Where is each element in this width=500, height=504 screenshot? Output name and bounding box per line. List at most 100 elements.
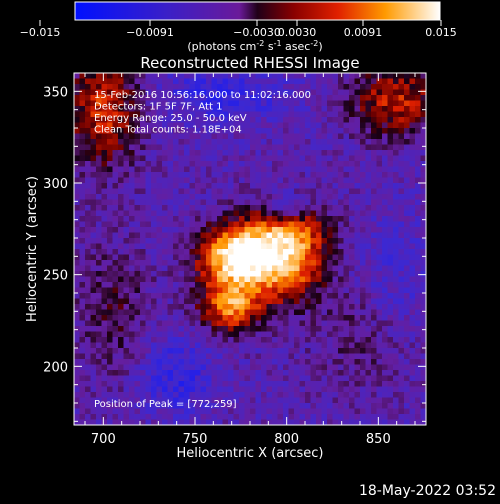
heatmap-cell [189, 133, 196, 140]
heatmap-cell [228, 144, 234, 151]
heatmap-cell [129, 287, 135, 294]
heatmap-cell [250, 359, 256, 365]
heatmap-cell [74, 375, 80, 382]
heatmap-cell [96, 95, 102, 101]
heatmap-cell [266, 282, 273, 288]
heatmap-cell [162, 254, 168, 261]
heatmap-cell [420, 293, 426, 299]
heatmap-cell [299, 254, 306, 261]
heatmap-cell [349, 348, 355, 354]
heatmap-cell [74, 155, 80, 162]
heatmap-cell [189, 370, 196, 376]
heatmap-cell [233, 392, 240, 398]
heatmap-cell [74, 139, 80, 145]
heatmap-cell [266, 408, 273, 415]
heatmap-cell [200, 144, 207, 151]
heatmap-cell [189, 276, 196, 283]
heatmap-cell [305, 326, 311, 332]
heatmap-cell [261, 298, 267, 305]
heatmap-cell [343, 150, 350, 156]
heatmap-cell [365, 232, 372, 239]
heatmap-cell [156, 139, 163, 145]
heatmap-cell [288, 348, 295, 354]
heatmap-cell [255, 304, 262, 310]
heatmap-cell [404, 265, 410, 272]
heatmap-cell [376, 210, 383, 217]
heatmap-cell [349, 326, 355, 332]
heatmap-cell [398, 403, 405, 409]
heatmap-cell [360, 183, 366, 189]
heatmap-cell [261, 161, 267, 167]
heatmap-cell [393, 304, 399, 310]
heatmap-cell [178, 243, 185, 250]
heatmap-cell [299, 172, 306, 178]
heatmap-cell [382, 287, 388, 294]
heatmap-cell [404, 320, 410, 327]
heatmap-cell [145, 353, 152, 360]
heatmap-cell [343, 111, 350, 118]
heatmap-cell [299, 392, 306, 398]
heatmap-cell [129, 260, 135, 266]
heatmap-cell [288, 298, 295, 305]
heatmap-cell [134, 122, 141, 129]
heatmap-cell [118, 210, 124, 217]
heatmap-cell [228, 210, 234, 217]
heatmap-cell [332, 188, 339, 195]
heatmap-cell [332, 194, 339, 200]
heatmap-cell [365, 348, 372, 354]
heatmap-cell [250, 78, 256, 85]
heatmap-cell [398, 166, 405, 173]
heatmap-cell [206, 353, 212, 360]
heatmap-cell [244, 100, 251, 107]
heatmap-cell [79, 117, 86, 123]
heatmap-cell [156, 177, 163, 184]
heatmap-cell [107, 216, 113, 222]
heatmap-cell [354, 304, 361, 310]
heatmap-cell [228, 100, 234, 107]
heatmap-cell [354, 111, 361, 118]
heatmap-cell [140, 309, 146, 316]
heatmap-cell [222, 89, 229, 96]
heatmap-cell [321, 348, 328, 354]
heatmap-cell [112, 150, 119, 156]
heatmap-cell [140, 78, 146, 85]
heatmap-cell [239, 183, 245, 189]
heatmap-cell [261, 419, 267, 425]
heatmap-cell [387, 249, 394, 255]
heatmap-cell [283, 320, 289, 327]
heatmap-cell [299, 122, 306, 129]
heatmap-cell [354, 414, 361, 420]
heatmap-cell [321, 122, 328, 129]
heatmap-cell [360, 282, 366, 288]
heatmap-cell [288, 183, 295, 189]
heatmap-cell [354, 188, 361, 195]
heatmap-cell [371, 95, 377, 101]
heatmap-cell [101, 331, 108, 338]
heatmap-cell [228, 73, 234, 79]
heatmap-cell [371, 221, 377, 228]
heatmap-cell [409, 232, 416, 239]
heatmap-cell [107, 282, 113, 288]
heatmap-cell [184, 95, 190, 101]
heatmap-cell [283, 298, 289, 305]
heatmap-cell [90, 282, 97, 288]
heatmap-cell [250, 188, 256, 195]
heatmap-cell [360, 309, 366, 316]
heatmap-cell [129, 216, 135, 222]
heatmap-cell [74, 331, 80, 338]
heatmap-cell [90, 309, 97, 316]
heatmap-cell [140, 172, 146, 178]
heatmap-cell [354, 370, 361, 376]
heatmap-cell [85, 403, 91, 409]
heatmap-cell [101, 155, 108, 162]
heatmap-cell [184, 139, 190, 145]
heatmap-cell [338, 392, 344, 398]
heatmap-cell [332, 419, 339, 425]
heatmap-cell [206, 403, 212, 409]
heatmap-cell [371, 408, 377, 415]
heatmap-cell [233, 249, 240, 255]
heatmap-cell [305, 337, 311, 343]
heatmap-cell [387, 381, 394, 387]
heatmap-cell [134, 304, 141, 310]
heatmap-cell [272, 309, 278, 316]
